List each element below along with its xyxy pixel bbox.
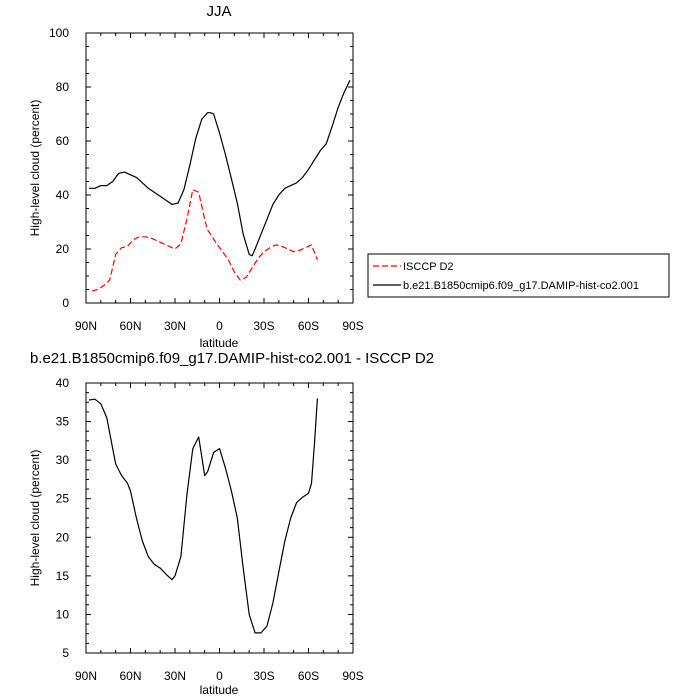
y-tick-label: 10 — [56, 607, 70, 621]
y-tick-label: 100 — [49, 26, 69, 40]
legend-label-isccp: ISCCP D2 — [403, 261, 454, 273]
x-tick-label: 90N — [75, 669, 97, 683]
axis-ticks-top: 90N 60N 30N 0 30S 60S 90S 0 20 40 60 80 100 — [49, 26, 364, 333]
x-tick-label: 60S — [298, 669, 319, 683]
x-tick-label: 0 — [216, 669, 223, 683]
x-tick-label: 30N — [164, 669, 186, 683]
x-tick-label: 0 — [216, 319, 223, 333]
series-line-0 — [91, 189, 318, 292]
y-tick-label: 20 — [56, 242, 70, 256]
x-tick-label: 90N — [75, 319, 97, 333]
y-tick-label: 35 — [56, 415, 70, 429]
y-axis-label-top: High-level cloud (percent) — [28, 100, 42, 237]
y-tick-label: 30 — [56, 453, 70, 467]
y-tick-label: 80 — [56, 80, 70, 94]
x-tick-label: 90S — [342, 319, 363, 333]
x-tick-label: 30S — [253, 319, 274, 333]
series-line-0 — [88, 398, 318, 634]
x-tick-label: 60N — [119, 669, 141, 683]
y-tick-label: 40 — [56, 376, 70, 390]
x-tick-label: 90S — [342, 669, 363, 683]
x-tick-label: 60S — [298, 319, 319, 333]
legend-box — [367, 253, 670, 298]
axis-ticks-bottom: 90N 60N 30N 0 30S 60S 90S 5 10 15 20 25 30 35 40 — [56, 376, 364, 683]
chart-title-top: JJA — [206, 3, 231, 20]
x-axis-label-top: latitude — [200, 336, 239, 350]
y-tick-label: 5 — [62, 646, 69, 660]
x-axis-label-bottom: latitude — [200, 683, 239, 697]
series-group-top — [89, 80, 351, 292]
y-tick-label: 20 — [56, 530, 70, 544]
y-tick-label: 60 — [56, 134, 70, 148]
y-tick-label: 25 — [56, 492, 70, 506]
chart-title-bottom: b.e21.B1850cmip6.f09_g17.DAMIP-hist-co2.… — [30, 350, 434, 367]
y-tick-label: 15 — [56, 569, 70, 583]
plot-frame-bottom — [85, 382, 354, 654]
series-line-1 — [89, 80, 351, 257]
x-tick-label: 30S — [253, 669, 274, 683]
x-tick-label: 30N — [164, 319, 186, 333]
legend: ISCCP D2 b.e21.B1850cmip6.f09_g17.DAMIP-… — [367, 253, 670, 298]
series-group-bottom — [88, 398, 318, 634]
y-tick-label: 40 — [56, 188, 70, 202]
legend-label-model: b.e21.B1850cmip6.f09_g17.DAMIP-hist-co2.… — [403, 280, 639, 292]
plot-frame-top — [85, 32, 354, 304]
y-tick-label: 0 — [62, 296, 69, 310]
x-tick-label: 60N — [119, 319, 141, 333]
y-axis-label-bottom: High-level cloud (percent) — [28, 450, 42, 587]
